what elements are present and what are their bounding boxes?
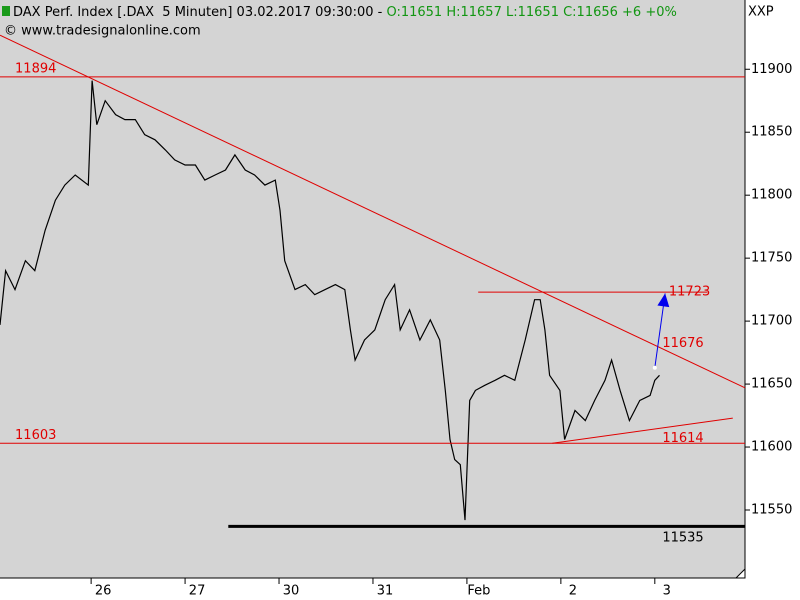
x-tick-label: 31: [377, 584, 394, 599]
x-tick-label: 3: [663, 584, 671, 599]
source: © www.tradesignalonline.com: [4, 24, 201, 39]
level-label: 11614: [662, 431, 703, 446]
annotation-line: [552, 417, 733, 444]
header-ohlc: O:11651 H:11657 L:11651 C:11656 +6 +0%: [386, 5, 676, 20]
y-tick-label: 11600: [751, 440, 792, 455]
corner-label: XXP: [748, 5, 774, 20]
header: DAX Perf. Index [.DAX 5 Minuten] 03.02.2…: [13, 5, 677, 20]
level-label: 11894: [15, 61, 56, 76]
x-tick-label: Feb: [467, 584, 490, 599]
level-label: 11676: [662, 336, 703, 351]
y-axis-area: [745, 0, 800, 600]
y-tick-label: 11800: [751, 188, 792, 203]
y-tick-label: 11750: [751, 251, 792, 266]
level-label: 11603: [15, 428, 56, 443]
annotation-line: [0, 34, 746, 389]
x-tick-label: 2: [569, 584, 577, 599]
x-tick-label: 30: [283, 584, 300, 599]
x-tick-label: 26: [95, 584, 112, 599]
y-tick-label: 11550: [751, 503, 792, 518]
price-line: [0, 80, 660, 521]
header-title: DAX Perf. Index [.DAX 5 Minuten] 03.02.2…: [13, 5, 383, 20]
header-icon: [2, 6, 10, 16]
x-tick-label: 27: [189, 584, 206, 599]
arrow-head: [657, 293, 670, 308]
y-tick-label: 11700: [751, 314, 792, 329]
arrow-start: [652, 365, 657, 370]
y-tick-label: 11650: [751, 377, 792, 392]
level-label: 11723: [669, 285, 710, 300]
level-label: 11535: [662, 530, 703, 545]
scroll-corner[interactable]: [734, 567, 746, 579]
y-tick-label: 11850: [751, 125, 792, 140]
plot-area: [0, 0, 745, 578]
y-tick-label: 11900: [751, 62, 792, 77]
